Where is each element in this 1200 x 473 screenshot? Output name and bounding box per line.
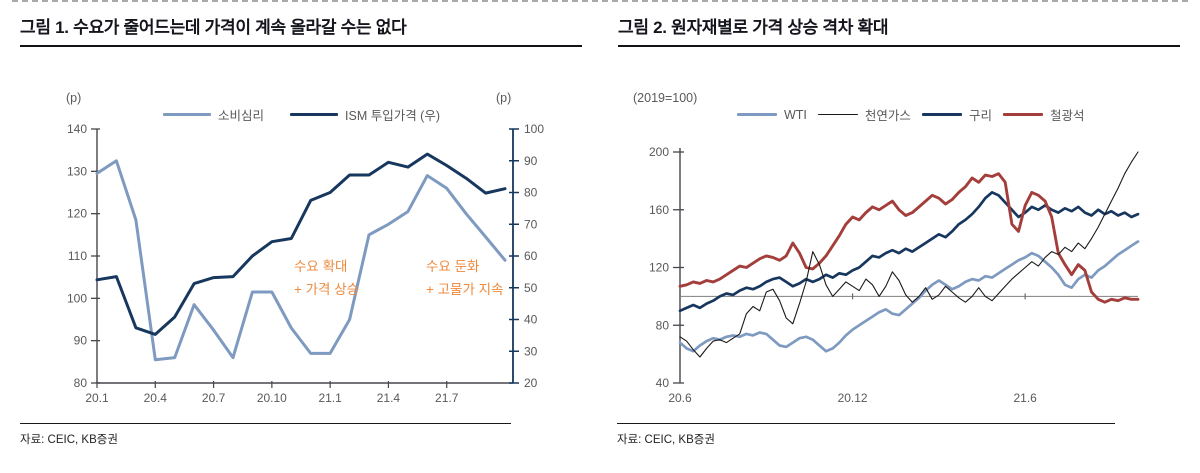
figure1-annotation-demand-slowdown: 수요 둔화 + 고물가 지속: [426, 255, 504, 301]
annotation-line: + 고물가 지속: [426, 282, 504, 297]
right-axis-tick-label: 80: [524, 186, 538, 200]
figure2-source: 자료: CEIC, KB증권: [617, 434, 715, 446]
figure1-title-rule: [20, 45, 582, 47]
left-axis-tick-label: 140: [67, 122, 87, 136]
figure1-right-axis-unit: (p): [496, 91, 512, 105]
left-axis-tick-label: 100: [67, 291, 87, 305]
figure1-title: 그림 1. 수요가 줄어드는데 가격이 계속 올라갈 수는 없다: [20, 18, 407, 37]
left-axis-tick-label: 80: [74, 376, 88, 390]
figure2-source-rule: [617, 423, 1115, 424]
figure2-title-rule: [618, 45, 1180, 47]
copper-swatch: [921, 112, 962, 117]
figure1-source: 자료: CEIC, KB증권: [20, 434, 118, 446]
figure2-index-base-label: (2019=100): [633, 91, 698, 105]
iron-ore-swatch: [1002, 112, 1043, 117]
figure2-chart-canvas: 40 80 120 160 200 20.6 20.12 21.6: [649, 145, 1140, 405]
right-axis-tick-label: 100: [524, 122, 544, 136]
x-axis-tick-label: 21.1: [318, 391, 342, 405]
figure1-source-rule: [20, 423, 511, 424]
x-axis-tick-label: 20.12: [838, 391, 868, 405]
top-dashed-divider: [12, 0, 1188, 2]
annotation-line: + 가격 상승: [294, 282, 360, 297]
figure1-annotation-demand-expansion: 수요 확대 + 가격 상승: [294, 255, 359, 301]
left-axis-tick-label: 110: [68, 249, 87, 263]
right-axis-tick-label: 40: [524, 313, 538, 327]
left-axis-tick-label: 120: [67, 207, 87, 221]
right-axis-tick-label: 50: [524, 281, 538, 295]
right-axis-tick-label: 30: [524, 344, 538, 358]
consumer-sentiment-label: 소비심리: [218, 109, 265, 123]
wti-swatch: [737, 112, 777, 117]
right-axis-tick-label: 90: [524, 154, 538, 168]
copper-label: 구리: [968, 109, 992, 123]
legend-item-consumer-sentiment: 소비심리: [163, 105, 264, 124]
left-axis-tick-label: 90: [74, 334, 88, 348]
copper-line: [678, 191, 1140, 313]
figure2-title: 그림 2. 원자재별로 가격 상승 격차 확대: [618, 18, 889, 37]
ism-input-price-swatch: [290, 112, 339, 117]
ism-input-price-label: ISM 투입가격 (우): [345, 109, 441, 123]
left-axis-tick-label: 130: [67, 164, 87, 178]
wti-label: WTI: [784, 107, 807, 122]
legend-item-natural-gas: 천연가스: [817, 105, 911, 124]
legend-item-wti: WTI: [737, 108, 807, 122]
right-axis-tick-label: 20: [524, 376, 538, 390]
x-axis-tick-label: 21.6: [1013, 391, 1037, 405]
figure1-chart-canvas: 80 90 100 110 120 130 140 20.1 20.4 20.7 20.10 21.1…: [67, 122, 544, 405]
x-axis-tick-label: 20.10: [257, 391, 287, 405]
legend-item-copper: 구리: [921, 105, 992, 124]
y-axis-tick-label: 200: [649, 145, 669, 159]
right-axis-tick-label: 70: [524, 217, 538, 231]
x-axis-tick-label: 21.7: [435, 391, 459, 405]
y-axis-tick-label: 160: [649, 203, 669, 217]
legend-item-ism-input-price: ISM 투입가격 (우): [290, 105, 440, 124]
figure1-left-axis-unit: (p): [66, 91, 82, 105]
consumer-sentiment-line: [95, 159, 507, 362]
y-axis-tick-label: 40: [656, 376, 670, 390]
x-axis-tick-label: 21.4: [377, 391, 401, 405]
legend-item-iron-ore: 철광석: [1002, 105, 1085, 124]
x-axis-tick-label: 20.6: [668, 391, 692, 405]
y-axis-tick-label: 120: [649, 261, 669, 275]
annotation-line: 수요 확대: [294, 259, 348, 274]
natural-gas-swatch: [817, 113, 858, 116]
iron-ore-line: [678, 172, 1140, 304]
figure1-legend: 소비심리 ISM 투입가격 (우): [163, 105, 440, 124]
x-axis-tick-label: 20.7: [202, 391, 226, 405]
wti-line: [678, 240, 1140, 353]
annotation-line: 수요 둔화: [426, 259, 480, 274]
x-axis-tick-label: 20.1: [85, 391, 109, 405]
natural-gas-label: 천연가스: [864, 109, 911, 123]
consumer-sentiment-swatch: [163, 112, 211, 117]
natural-gas-line: [679, 151, 1139, 358]
right-axis-tick-label: 60: [524, 249, 538, 263]
y-axis-tick-label: 80: [656, 318, 670, 332]
x-axis-tick-label: 20.4: [144, 391, 168, 405]
ism-input-price-line: [95, 152, 507, 336]
iron-ore-label: 철광석: [1049, 109, 1085, 123]
figure2-legend: WTI 천연가스 구리 철광석: [737, 105, 1084, 124]
